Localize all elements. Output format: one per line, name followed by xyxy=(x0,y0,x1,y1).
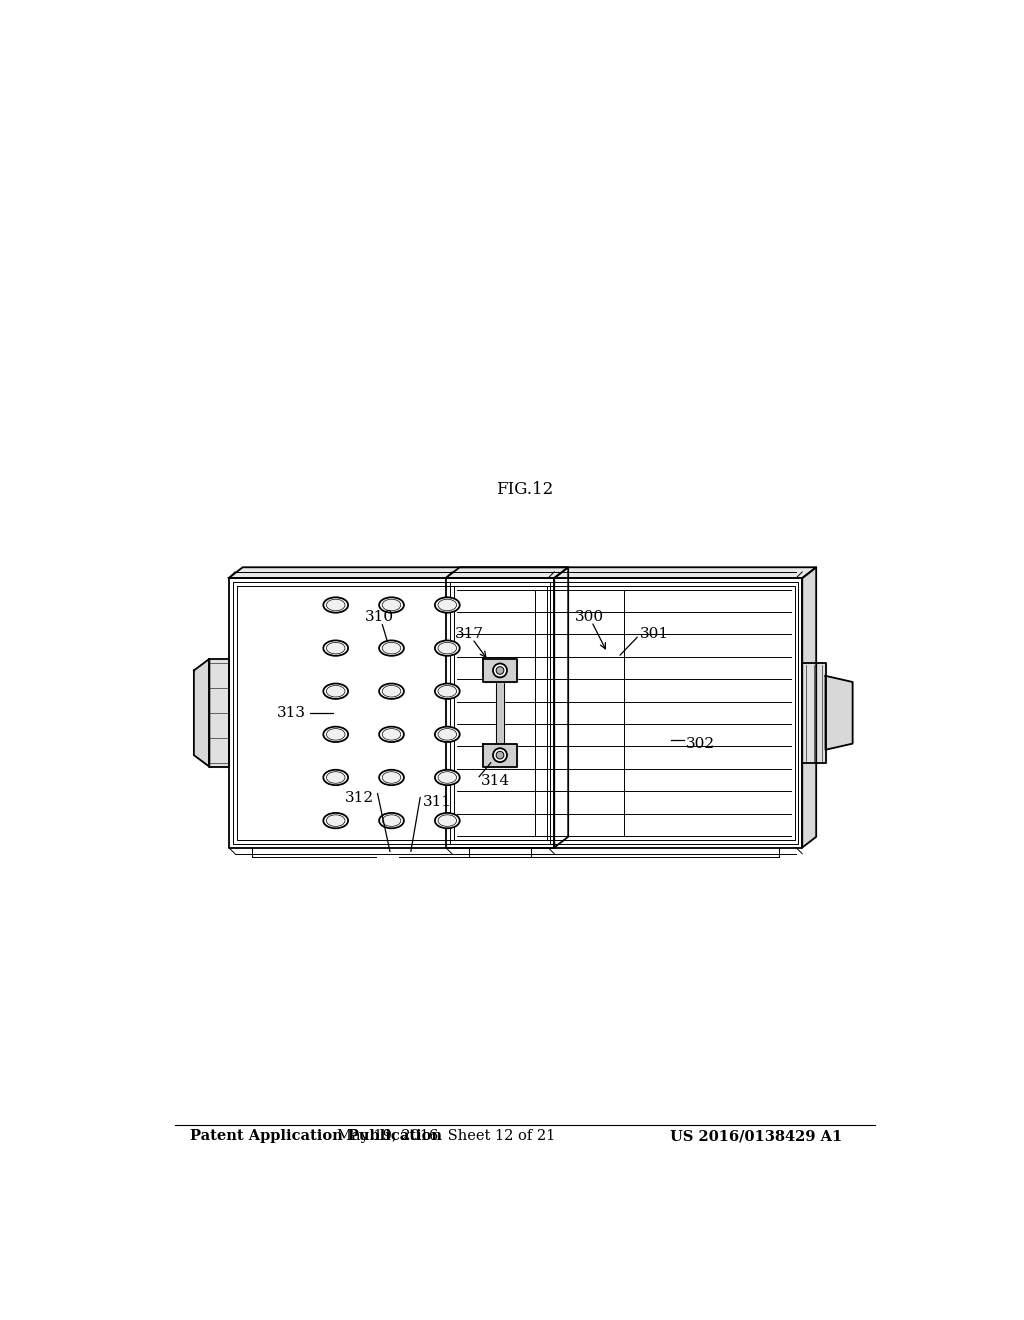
Ellipse shape xyxy=(324,813,348,829)
Polygon shape xyxy=(445,578,802,847)
Ellipse shape xyxy=(438,643,457,653)
Polygon shape xyxy=(554,568,568,847)
Ellipse shape xyxy=(379,770,403,785)
Ellipse shape xyxy=(327,599,345,611)
Ellipse shape xyxy=(438,729,457,741)
Text: 311: 311 xyxy=(423,795,452,809)
Circle shape xyxy=(493,748,507,762)
Ellipse shape xyxy=(382,599,400,611)
Text: US 2016/0138429 A1: US 2016/0138429 A1 xyxy=(671,1130,843,1143)
Ellipse shape xyxy=(382,685,400,697)
Text: 310: 310 xyxy=(366,610,394,623)
Ellipse shape xyxy=(327,643,345,653)
Polygon shape xyxy=(228,578,554,847)
Ellipse shape xyxy=(438,599,457,611)
Text: May 19, 2016  Sheet 12 of 21: May 19, 2016 Sheet 12 of 21 xyxy=(337,1130,555,1143)
Ellipse shape xyxy=(327,772,345,783)
Polygon shape xyxy=(483,659,517,682)
Text: 317: 317 xyxy=(455,627,483,642)
Ellipse shape xyxy=(324,640,348,656)
Ellipse shape xyxy=(438,772,457,783)
Ellipse shape xyxy=(435,770,460,785)
Ellipse shape xyxy=(327,814,345,826)
Ellipse shape xyxy=(379,640,403,656)
Ellipse shape xyxy=(435,813,460,829)
Ellipse shape xyxy=(435,640,460,656)
Ellipse shape xyxy=(382,814,400,826)
Ellipse shape xyxy=(324,726,348,742)
Ellipse shape xyxy=(382,729,400,741)
Ellipse shape xyxy=(324,770,348,785)
Polygon shape xyxy=(445,568,816,578)
Circle shape xyxy=(496,667,504,675)
Ellipse shape xyxy=(379,813,403,829)
Ellipse shape xyxy=(379,726,403,742)
Ellipse shape xyxy=(438,814,457,826)
Text: 314: 314 xyxy=(480,774,510,788)
Polygon shape xyxy=(483,743,517,767)
Polygon shape xyxy=(228,568,568,578)
Ellipse shape xyxy=(327,685,345,697)
Ellipse shape xyxy=(382,772,400,783)
Ellipse shape xyxy=(324,597,348,612)
Circle shape xyxy=(496,751,504,759)
Ellipse shape xyxy=(382,643,400,653)
Text: 300: 300 xyxy=(574,610,604,623)
Text: 313: 313 xyxy=(278,706,306,719)
Polygon shape xyxy=(209,659,228,767)
Ellipse shape xyxy=(379,684,403,700)
Ellipse shape xyxy=(435,726,460,742)
Polygon shape xyxy=(802,663,825,763)
Text: Patent Application Publication: Patent Application Publication xyxy=(190,1130,442,1143)
Polygon shape xyxy=(802,568,816,847)
Polygon shape xyxy=(496,682,504,743)
Ellipse shape xyxy=(435,684,460,700)
Polygon shape xyxy=(194,659,209,767)
Text: 301: 301 xyxy=(640,627,669,642)
Circle shape xyxy=(493,664,507,677)
Text: 302: 302 xyxy=(686,737,715,751)
Text: FIG.12: FIG.12 xyxy=(497,480,553,498)
Ellipse shape xyxy=(324,684,348,700)
Ellipse shape xyxy=(435,597,460,612)
Ellipse shape xyxy=(327,729,345,741)
Ellipse shape xyxy=(438,685,457,697)
Text: 312: 312 xyxy=(345,791,375,804)
Ellipse shape xyxy=(379,597,403,612)
Polygon shape xyxy=(825,676,853,750)
